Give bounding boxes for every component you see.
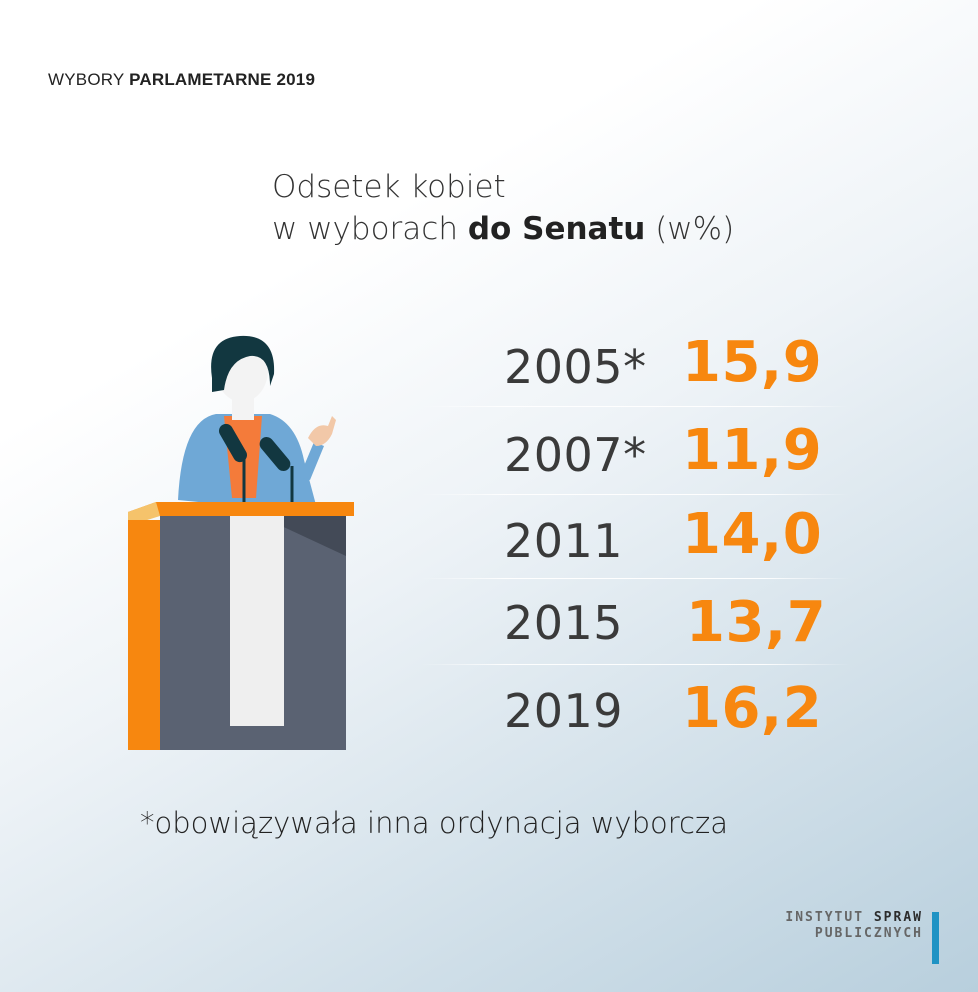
title-pre: w wyborach: [272, 211, 468, 247]
kicker-bold: PARLAMETARNE 2019: [129, 70, 316, 89]
podium-shadow: [160, 516, 346, 556]
row-separator: [420, 494, 850, 495]
year-label: 2019: [504, 684, 624, 738]
logo-word-1: INSTYTUT: [785, 910, 865, 925]
year-label: 2007*: [504, 428, 647, 482]
podium-side: [128, 520, 160, 750]
row-separator: [420, 406, 850, 407]
value-label: 15,9: [682, 330, 823, 395]
logo-line-2: PUBLICZNYCH: [814, 926, 923, 941]
raised-arm: [264, 442, 324, 480]
value-label: 13,7: [686, 590, 827, 655]
hair: [211, 335, 275, 392]
podium-top: [128, 502, 354, 516]
year-label: 2011: [504, 514, 624, 568]
kicker-light: WYBORY: [48, 70, 125, 89]
value-label: 14,0: [682, 502, 823, 567]
value-label: 16,2: [682, 676, 823, 741]
title-line-1: Odsetek kobiet: [272, 169, 506, 205]
chart-title: Odsetek kobiet w wyborach do Senatu (w%): [272, 166, 734, 250]
value-label: 11,9: [682, 418, 823, 483]
title-post: (w%): [645, 211, 735, 247]
title-bold: do Senatu: [467, 211, 646, 247]
logo-word-2: SPRAW: [873, 910, 923, 925]
logo-line-1: INSTYTUT SPRAW: [785, 910, 923, 926]
hand: [308, 416, 336, 446]
microphone-left: [219, 423, 247, 463]
microphone-right: [259, 437, 291, 471]
row-separator: [420, 578, 850, 579]
speaker-at-podium-illustration: [128, 335, 354, 750]
header-kicker: WYBORY PARLAMETARNE 2019: [48, 70, 315, 90]
podium-panel: [230, 516, 284, 726]
logo-accent-bar: [932, 912, 939, 964]
year-label: 2015: [504, 596, 624, 650]
footnote: *obowiązywała inna ordynacja wyborcza: [140, 806, 728, 840]
year-label: 2005*: [504, 340, 647, 394]
row-separator: [420, 664, 850, 665]
title-line-2: w wyborach do Senatu (w%): [272, 208, 734, 250]
isp-logo: INSTYTUT SPRAW PUBLICZNYCH: [785, 910, 939, 964]
